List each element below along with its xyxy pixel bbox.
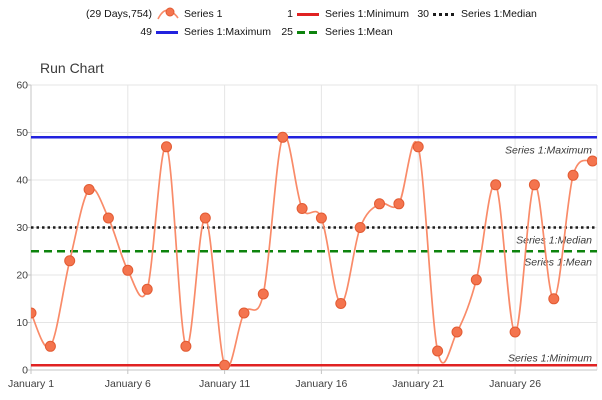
y-axis-labels: 0 10 20 30 40 50 60: [16, 80, 28, 377]
legend-swatch-minimum-icon: [297, 13, 319, 16]
mean-annotation: Series 1:Mean: [524, 256, 592, 268]
svg-text:January 6: January 6: [105, 378, 151, 390]
data-point[interactable]: January 24: 19: [470, 274, 482, 286]
data-point[interactable]: January 3: 23: [64, 255, 76, 267]
data-point[interactable]: January 21: 47: [412, 141, 424, 153]
maximum-annotation: Series 1:Maximum: [505, 144, 592, 156]
svg-text:50: 50: [16, 127, 28, 139]
data-point[interactable]: January 22: 4: [432, 345, 444, 357]
legend-label-minimum[interactable]: Series 1:Minimum: [325, 8, 410, 20]
data-point[interactable]: January 11: 1: [219, 359, 231, 370]
data-point[interactable]: January 17: 14: [335, 298, 347, 309]
chart-title: Run Chart: [40, 60, 104, 76]
data-point[interactable]: January 28: 15: [548, 293, 560, 305]
data-point[interactable]: January 2: 5: [44, 340, 56, 352]
minimum-annotation: Series 1:Minimum: [508, 352, 592, 364]
data-point[interactable]: January 13: 16: [257, 288, 269, 300]
legend-label-mean[interactable]: Series 1:Mean: [325, 26, 393, 38]
svg-text:60: 60: [16, 80, 28, 92]
data-point[interactable]: January 26: 8: [509, 326, 521, 338]
data-point[interactable]: January 10: 32: [199, 212, 211, 224]
legend-swatch-maximum-icon: [156, 31, 178, 34]
data-point[interactable]: January 15: 34: [296, 203, 308, 214]
data-point[interactable]: January 9: 5: [180, 340, 192, 352]
x-axis-labels: January 1 January 6 January 11 January 16 Ja…: [8, 378, 541, 390]
svg-text:January 11: January 11: [199, 378, 250, 390]
svg-text:0: 0: [22, 365, 28, 377]
legend-value-mean: 25: [281, 26, 293, 38]
svg-text:January 26: January 26: [489, 378, 541, 390]
legend-swatch-mean-icon: [297, 31, 319, 34]
svg-text:20: 20: [16, 270, 28, 282]
svg-text:40: 40: [16, 175, 28, 187]
svg-text:10: 10: [16, 317, 28, 329]
svg-text:30: 30: [16, 222, 28, 234]
data-point[interactable]: January 30: 44: [587, 155, 598, 167]
data-point[interactable]: January 16: 32: [315, 212, 327, 224]
median-annotation: Series 1:Median: [516, 235, 592, 247]
data-point[interactable]: January 5: 32: [102, 212, 114, 224]
data-point[interactable]: January 19: 35: [374, 198, 385, 210]
legend-swatch-series-1-icon: [156, 7, 180, 21]
data-point[interactable]: January 1: 12: [26, 307, 37, 319]
data-point[interactable]: January 25: 39: [490, 179, 502, 191]
data-point[interactable]: January 23: 8: [451, 326, 463, 338]
svg-text:January 1: January 1: [8, 378, 54, 390]
y-gridlines: [31, 84, 597, 323]
data-point[interactable]: January 12: 12: [238, 307, 250, 319]
data-point[interactable]: January 18: 30: [354, 222, 366, 233]
legend-label-maximum[interactable]: Series 1:Maximum: [184, 26, 271, 38]
svg-text:January 21: January 21: [392, 378, 444, 390]
legend-swatch-median-icon: [433, 13, 455, 16]
data-point[interactable]: January 8: 47: [161, 141, 172, 153]
series-line: [31, 134, 594, 369]
chart-legend: (29 Days,754) Series 1 49 Series 1:Maximum 1…: [0, 0, 602, 52]
data-point[interactable]: January 4: 38: [83, 184, 95, 195]
data-point[interactable]: January 14: 49: [277, 131, 289, 143]
svg-text:January 16: January 16: [295, 378, 347, 390]
legend-value-maximum: 49: [140, 26, 152, 38]
legend-value-series-1: (29 Days,754): [86, 8, 152, 20]
data-point[interactable]: January 6: 21: [122, 264, 134, 276]
data-point[interactable]: January 7: 17: [141, 283, 153, 295]
data-point[interactable]: January 29: 41: [567, 169, 579, 181]
legend-value-minimum: 1: [287, 8, 293, 20]
legend-value-median: 30: [417, 8, 429, 20]
data-point[interactable]: January 20: 35: [393, 198, 405, 210]
legend-label-series-1[interactable]: Series 1: [184, 8, 223, 20]
data-point[interactable]: January 27: 39: [528, 179, 540, 191]
legend-label-median[interactable]: Series 1:Median: [461, 8, 537, 20]
